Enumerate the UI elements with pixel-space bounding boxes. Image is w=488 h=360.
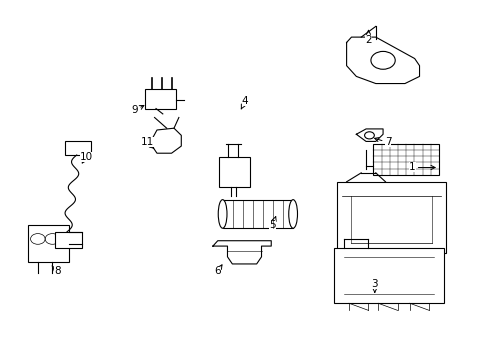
Bar (222, 200, 292, 228)
Text: 9: 9 (132, 105, 143, 115)
Text: 11: 11 (141, 138, 154, 148)
Bar (336, 182, 446, 253)
Text: 10: 10 (80, 152, 93, 163)
Ellipse shape (218, 200, 226, 228)
Text: 3: 3 (371, 279, 377, 292)
Bar (55, 232, 81, 248)
Text: 5: 5 (269, 217, 276, 230)
Bar (64, 141, 91, 155)
Bar (372, 144, 438, 175)
Text: 8: 8 (52, 266, 61, 276)
Text: 1: 1 (408, 162, 434, 172)
Text: 6: 6 (214, 265, 222, 276)
Bar (144, 89, 176, 109)
Bar (334, 248, 443, 303)
Text: 2: 2 (365, 30, 371, 45)
Bar (28, 225, 69, 262)
Text: 4: 4 (241, 96, 248, 109)
Text: 7: 7 (374, 138, 390, 148)
Bar (218, 157, 250, 187)
Ellipse shape (288, 200, 297, 228)
